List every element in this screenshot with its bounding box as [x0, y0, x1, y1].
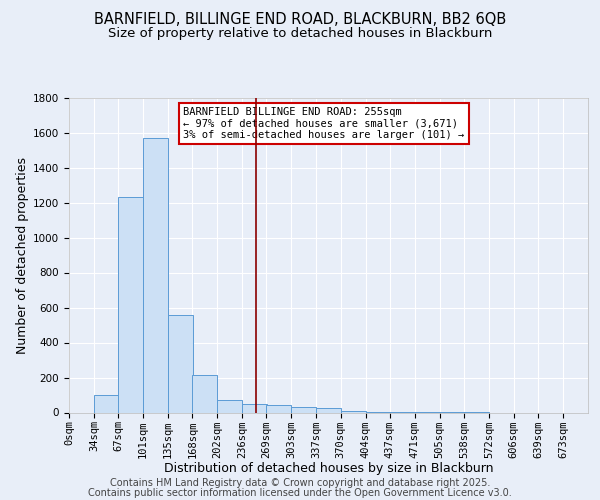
- Bar: [143, 138, 168, 412]
- Text: BARNFIELD, BILLINGE END ROAD, BLACKBURN, BB2 6QB: BARNFIELD, BILLINGE END ROAD, BLACKBURN,…: [94, 12, 506, 28]
- Bar: [266, 404, 292, 412]
- Text: Contains HM Land Registry data © Crown copyright and database right 2025.: Contains HM Land Registry data © Crown c…: [110, 478, 490, 488]
- Bar: [94, 395, 119, 412]
- Bar: [193, 375, 217, 412]
- X-axis label: Distribution of detached houses by size in Blackburn: Distribution of detached houses by size …: [164, 462, 493, 475]
- Bar: [168, 314, 193, 412]
- Bar: [292, 407, 316, 412]
- Text: Contains public sector information licensed under the Open Government Licence v3: Contains public sector information licen…: [88, 488, 512, 498]
- Bar: [242, 404, 267, 412]
- Text: Size of property relative to detached houses in Blackburn: Size of property relative to detached ho…: [108, 28, 492, 40]
- Y-axis label: Number of detached properties: Number of detached properties: [16, 156, 29, 354]
- Bar: [316, 408, 341, 412]
- Bar: [217, 400, 242, 412]
- Bar: [118, 198, 143, 412]
- Bar: [341, 411, 365, 412]
- Text: BARNFIELD BILLINGE END ROAD: 255sqm
← 97% of detached houses are smaller (3,671): BARNFIELD BILLINGE END ROAD: 255sqm ← 97…: [183, 107, 464, 140]
